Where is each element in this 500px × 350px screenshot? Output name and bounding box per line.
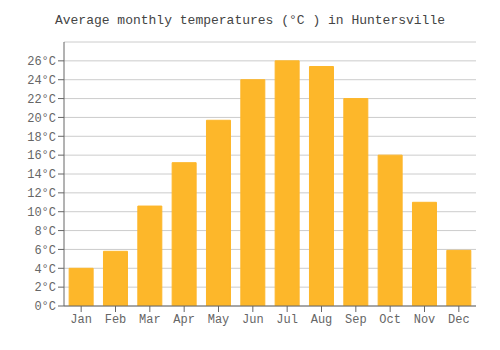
- svg-text:Jul: Jul: [276, 313, 298, 327]
- svg-text:22°C: 22°C: [27, 93, 56, 107]
- svg-text:4°C: 4°C: [34, 263, 56, 277]
- svg-text:May: May: [208, 313, 230, 327]
- svg-text:26°C: 26°C: [27, 55, 56, 69]
- svg-text:18°C: 18°C: [27, 131, 56, 145]
- html-text:Average monthly temperatures (: Average monthly temperatures (°C ) in Hu…: [55, 13, 445, 28]
- svg-text:2°C: 2°C: [34, 281, 56, 295]
- svg-text:10°C: 10°C: [27, 206, 56, 220]
- svg-text:Sep: Sep: [345, 313, 367, 327]
- svg-text:14°C: 14°C: [27, 168, 56, 182]
- svg-text:6°C: 6°C: [34, 244, 56, 258]
- svg-text:Jun: Jun: [242, 313, 264, 327]
- svg-text:Aug: Aug: [311, 313, 333, 327]
- svg-text:Jan: Jan: [70, 313, 92, 327]
- svg-text:Oct: Oct: [379, 313, 401, 327]
- svg-text:24°C: 24°C: [27, 74, 56, 88]
- svg-text:Feb: Feb: [105, 313, 127, 327]
- svg-text:8°C: 8°C: [34, 225, 56, 239]
- svg-text:20°C: 20°C: [27, 112, 56, 126]
- svg-text:Nov: Nov: [414, 313, 436, 327]
- svg-text:Apr: Apr: [173, 313, 195, 327]
- svg-text:Mar: Mar: [139, 313, 161, 327]
- svg-text:16°C: 16°C: [27, 149, 56, 163]
- svg-text:0°C: 0°C: [34, 300, 56, 314]
- svg-text:12°C: 12°C: [27, 187, 56, 201]
- svg-text:Dec: Dec: [448, 313, 470, 327]
